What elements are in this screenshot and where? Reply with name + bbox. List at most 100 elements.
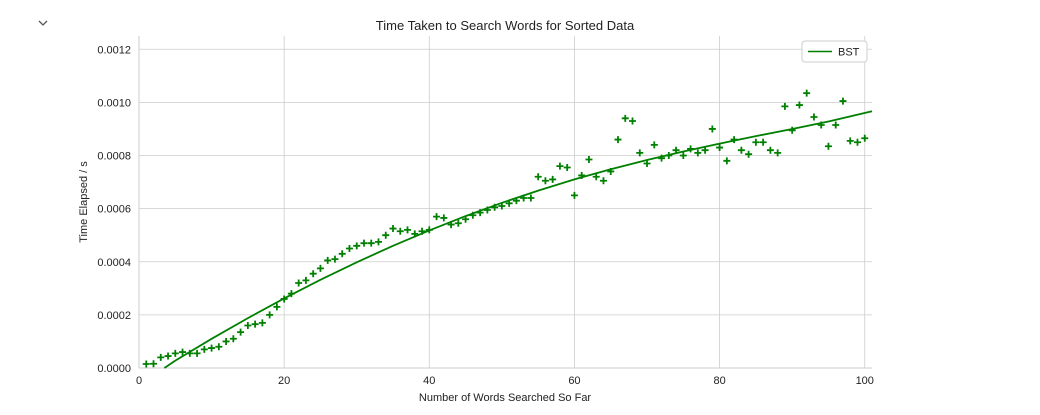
data-point	[781, 102, 789, 110]
data-point	[309, 270, 317, 278]
data-point	[534, 173, 542, 181]
data-point	[302, 276, 310, 284]
data-point	[665, 152, 673, 160]
data-point	[353, 242, 361, 250]
data-point	[759, 138, 767, 146]
data-point	[447, 221, 455, 229]
legend-box	[801, 40, 868, 63]
data-point	[382, 231, 390, 239]
data-point	[469, 211, 477, 219]
data-point	[716, 144, 724, 152]
data-point	[839, 97, 847, 105]
data-point	[723, 157, 731, 165]
data-point	[244, 322, 252, 330]
data-point	[389, 225, 397, 233]
data-point	[679, 152, 687, 160]
data-point	[498, 202, 506, 210]
data-point	[491, 203, 499, 211]
axes: 0 20 40 60 80 100 0.0000 0.0002 0.0004 0.0006 0.00…	[97, 36, 874, 387]
scatter-points	[142, 89, 869, 368]
data-point	[774, 149, 782, 157]
chart-title: Time Taken to Search Words for Sorted Da…	[376, 18, 635, 33]
data-point	[215, 343, 223, 351]
x-tick-label: 100	[856, 375, 874, 387]
data-point	[578, 171, 586, 179]
data-point	[222, 337, 230, 345]
data-point	[520, 194, 528, 202]
data-point	[701, 146, 709, 154]
data-point	[237, 328, 245, 336]
x-tick-label: 40	[423, 375, 435, 387]
y-tick-label: 0.0004	[97, 257, 131, 269]
data-point	[737, 146, 745, 154]
data-point	[592, 173, 600, 181]
data-point	[846, 137, 854, 145]
data-point	[687, 145, 695, 153]
data-point	[404, 226, 412, 234]
data-point	[331, 255, 339, 263]
data-point	[454, 219, 462, 227]
y-tick-label: 0.0008	[97, 151, 131, 163]
data-point	[433, 213, 441, 221]
data-point	[607, 167, 615, 175]
data-point	[476, 209, 484, 217]
data-point	[621, 114, 629, 122]
y-tick-label: 0.0012	[97, 44, 131, 56]
data-point	[861, 134, 869, 142]
data-point	[396, 227, 404, 235]
y-tick-label: 0.0000	[97, 363, 131, 375]
data-point	[527, 194, 535, 202]
data-point	[570, 191, 578, 199]
data-point	[273, 303, 281, 311]
x-tick-label: 0	[136, 375, 142, 387]
data-point	[643, 159, 651, 167]
data-point	[832, 121, 840, 129]
data-point	[512, 197, 520, 205]
data-point	[766, 146, 774, 154]
chevron-down-icon[interactable]	[34, 14, 52, 32]
data-point	[266, 311, 274, 319]
data-point	[672, 146, 680, 154]
x-tick-label: 80	[713, 375, 725, 387]
data-point	[324, 256, 332, 264]
data-point	[360, 239, 368, 247]
data-point	[440, 214, 448, 222]
x-tick-label: 60	[568, 375, 580, 387]
data-point	[200, 345, 208, 353]
data-point	[280, 295, 288, 303]
data-point	[730, 136, 738, 144]
data-point	[150, 360, 158, 368]
data-point	[295, 279, 303, 287]
data-point	[658, 154, 666, 162]
data-point	[367, 239, 375, 247]
legend-label: BST	[838, 47, 860, 59]
data-point	[338, 250, 346, 258]
data-point	[694, 149, 702, 157]
data-point	[549, 175, 557, 183]
y-tick-label: 0.0002	[97, 310, 131, 322]
data-point	[142, 360, 150, 368]
data-point	[541, 177, 549, 185]
data-point	[157, 353, 165, 361]
data-point	[599, 177, 607, 185]
data-point	[171, 349, 179, 357]
data-point	[505, 199, 513, 207]
data-point	[788, 126, 796, 134]
data-point	[483, 206, 491, 214]
x-tick-label: 20	[278, 375, 290, 387]
data-point	[345, 244, 353, 252]
data-point	[585, 156, 593, 164]
data-point	[745, 150, 753, 158]
data-point	[316, 264, 324, 272]
data-point	[752, 138, 760, 146]
data-point	[425, 226, 433, 234]
data-point	[418, 227, 426, 235]
x-axis-title: Number of Words Searched So Far	[419, 392, 592, 404]
trend-line	[163, 110, 873, 369]
trend-line-layer	[163, 110, 873, 369]
data-point	[208, 344, 216, 352]
data-point	[411, 230, 419, 238]
data-point	[179, 348, 187, 356]
data-point	[193, 349, 201, 357]
